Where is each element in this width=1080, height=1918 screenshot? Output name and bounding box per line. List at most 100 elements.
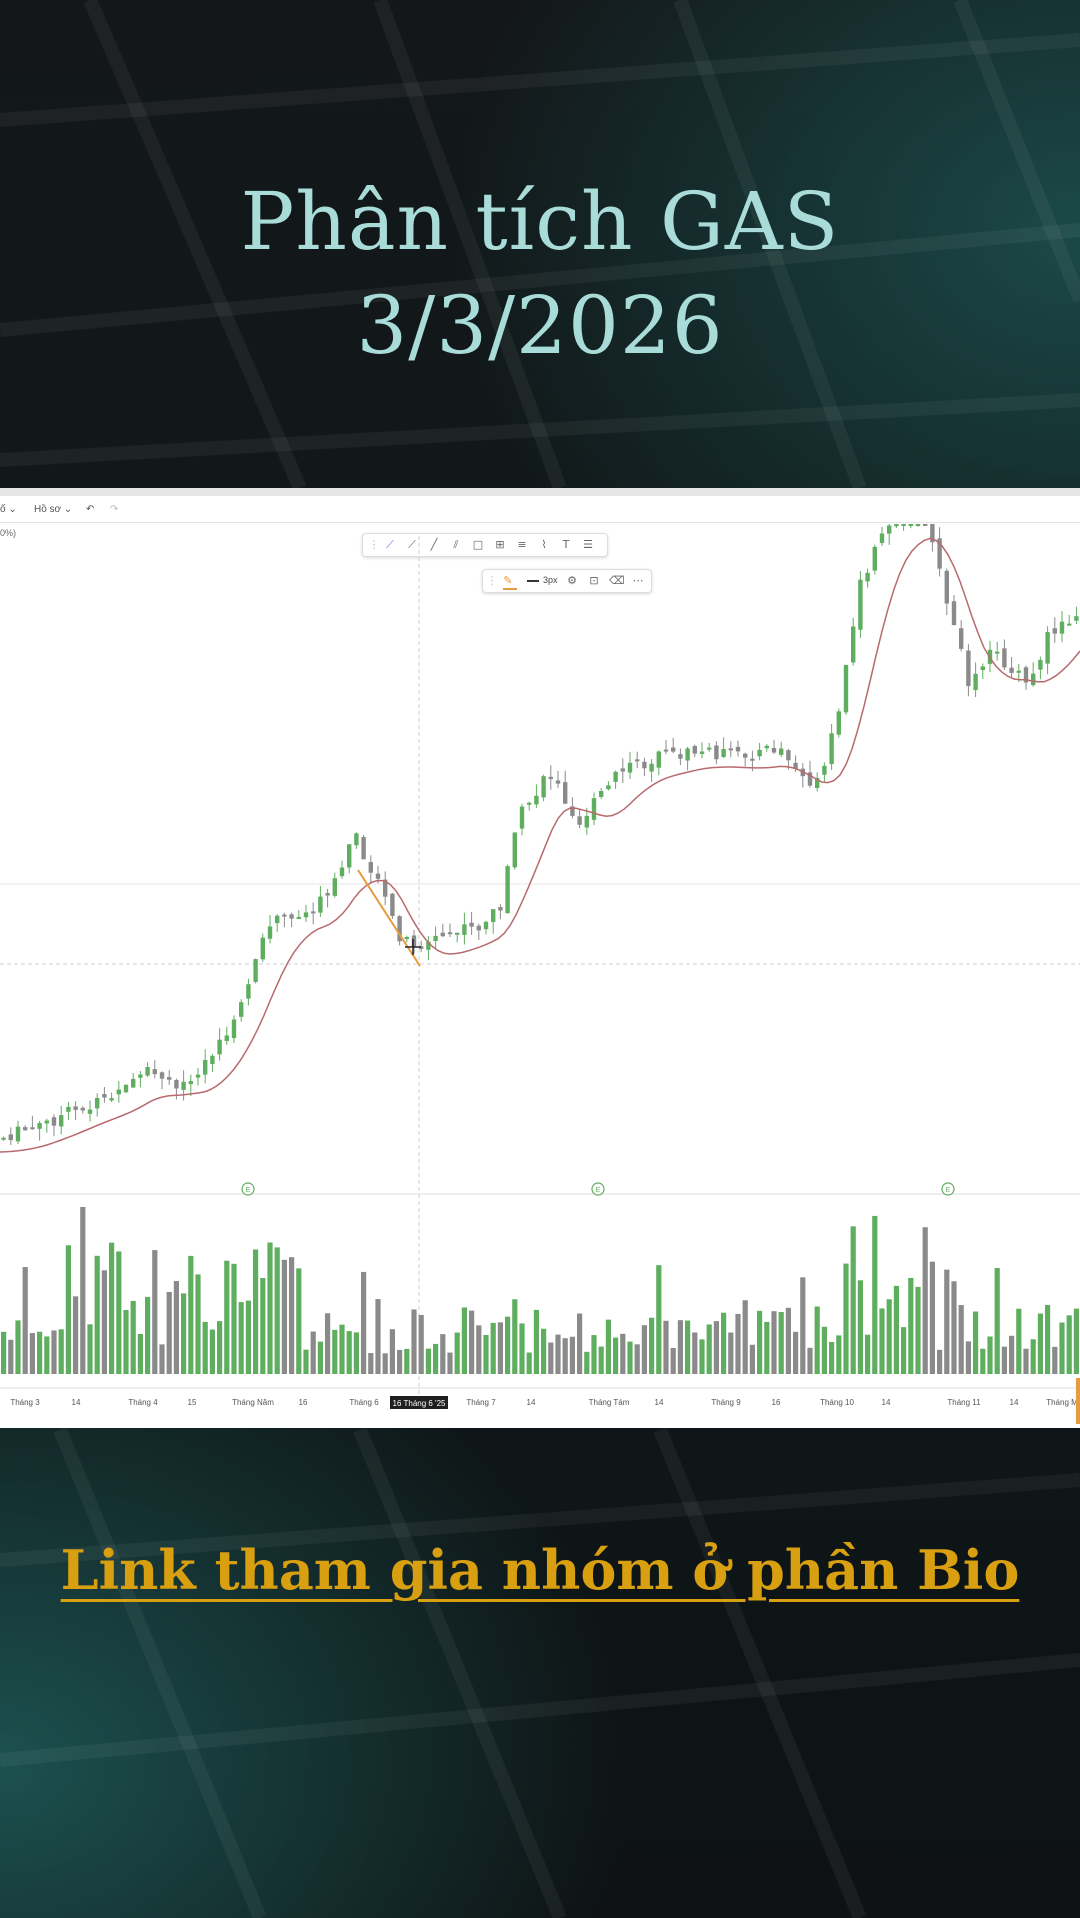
candle-body xyxy=(383,879,388,897)
line-width-icon[interactable] xyxy=(527,580,539,582)
candle-body xyxy=(656,751,661,768)
volume-bar xyxy=(497,1322,503,1374)
profile-dropdown[interactable]: Hồ sơ ⌄ xyxy=(34,504,73,515)
volume-bar xyxy=(1016,1308,1022,1374)
candle-body xyxy=(555,780,561,784)
candle-body xyxy=(325,893,330,896)
candle-body xyxy=(203,1060,208,1075)
candle-body xyxy=(138,1074,143,1078)
time-axis-tick: Tháng 9 xyxy=(711,1398,741,1407)
candle-body xyxy=(44,1120,49,1124)
candle-body xyxy=(692,746,697,754)
redo-icon[interactable]: ↷ xyxy=(110,504,119,515)
measure-tool-icon[interactable]: ☰ xyxy=(583,538,593,551)
candle-body xyxy=(289,914,294,919)
lock-icon[interactable]: ⊡ xyxy=(589,574,599,587)
candle-body xyxy=(548,776,553,780)
volume-bar xyxy=(692,1332,698,1374)
time-axis-tick: 14 xyxy=(527,1398,536,1407)
ray-tool-icon[interactable]: ⟋ xyxy=(408,538,416,551)
drag-handle-icon[interactable]: ⋮ xyxy=(486,574,498,587)
candle-body xyxy=(721,748,726,758)
volume-bar xyxy=(397,1349,403,1374)
trendline-tool-icon[interactable]: ⟋ xyxy=(386,538,394,551)
volume-bar xyxy=(605,1319,611,1374)
text-tool-icon[interactable]: T xyxy=(562,538,570,551)
candle-body xyxy=(116,1089,121,1095)
volume-bar xyxy=(1001,1346,1007,1374)
volume-bar xyxy=(346,1331,352,1374)
candle-body xyxy=(908,524,913,526)
candle-body xyxy=(649,763,654,772)
volume-bar xyxy=(195,1274,201,1374)
candle-body xyxy=(757,749,762,757)
volume-bar xyxy=(145,1296,151,1374)
rectangle-tool-icon[interactable]: □ xyxy=(472,538,484,551)
pencil-color-icon[interactable]: ✎ xyxy=(503,574,513,587)
drawn-trendline xyxy=(357,869,421,967)
candle-body xyxy=(131,1078,136,1088)
time-axis-tick: 14 xyxy=(72,1398,81,1407)
bio-link-cta[interactable]: Link tham gia nhóm ở phần Bio xyxy=(0,1538,1080,1602)
undo-icon[interactable]: ↶ xyxy=(86,504,95,515)
candle-body xyxy=(822,765,827,775)
drag-handle-icon[interactable]: ⋮ xyxy=(368,538,380,551)
time-axis-tick: Tháng 11 xyxy=(947,1398,981,1407)
candle-body xyxy=(440,932,445,937)
settings-gear-icon[interactable]: ⚙ xyxy=(567,574,577,587)
volume-bar xyxy=(713,1321,719,1374)
volume-bar xyxy=(375,1299,381,1374)
more-options-icon[interactable]: ⋯ xyxy=(632,574,644,587)
candle-body xyxy=(735,746,741,752)
candle-body xyxy=(771,748,777,753)
parallel-channel-icon[interactable]: ⫽ xyxy=(453,538,459,551)
candle-body xyxy=(915,524,921,526)
volume-bar xyxy=(87,1324,93,1374)
candle-body xyxy=(66,1106,71,1112)
event-marker-label: E xyxy=(246,1187,251,1194)
candle-body xyxy=(318,896,323,913)
volume-bar xyxy=(836,1335,842,1374)
volume-bar xyxy=(656,1265,662,1374)
volume-bar xyxy=(332,1329,338,1374)
volume-bar xyxy=(649,1317,655,1374)
candle-body xyxy=(671,747,676,752)
volume-bar xyxy=(440,1334,446,1374)
candle-body xyxy=(858,579,863,630)
fib-grid-icon[interactable]: ⊞ xyxy=(495,538,505,551)
volume-bar xyxy=(1,1331,7,1374)
fib-retracement-icon[interactable]: ≡ xyxy=(517,538,527,551)
path-tool-icon[interactable]: ⌇ xyxy=(541,538,547,551)
candle-body xyxy=(577,816,582,825)
volume-bar xyxy=(238,1302,244,1374)
volume-bar xyxy=(130,1300,136,1374)
candle-body xyxy=(865,572,870,582)
volume-bar xyxy=(382,1353,388,1374)
candle-body xyxy=(807,772,813,786)
candle-body xyxy=(966,650,971,687)
candle-body xyxy=(843,664,849,713)
candle-body xyxy=(246,984,251,999)
volume-bar xyxy=(562,1338,568,1374)
volume-bar xyxy=(505,1316,511,1374)
line-width-label: 3px xyxy=(543,575,558,585)
candle-body xyxy=(123,1084,129,1093)
candle-body xyxy=(23,1127,28,1131)
price-chart[interactable]: E E E Tháng 3 14 Tháng 4 15 Tháng Năm 16 Tháng 6 T… xyxy=(0,496,1080,1428)
volume-bar xyxy=(296,1268,302,1374)
volume-bar xyxy=(634,1344,640,1374)
candle-body xyxy=(483,921,489,930)
volume-bar xyxy=(1073,1308,1079,1374)
extended-line-icon[interactable]: ╱ xyxy=(430,538,438,551)
candle-body xyxy=(95,1097,100,1109)
trash-icon[interactable]: ⌫ xyxy=(609,574,625,587)
candle-body xyxy=(591,798,597,820)
candle-body xyxy=(80,1107,85,1111)
left-dropdown-arrow[interactable]: ố ⌄ xyxy=(0,504,17,515)
candle-body xyxy=(224,1035,229,1041)
candle-body xyxy=(433,935,438,942)
line-style-toolbar: ⋮ ✎ 3px ⚙ ⊡ ⌫ ⋯ xyxy=(482,569,652,593)
volume-bar xyxy=(1037,1313,1043,1374)
volume-bar xyxy=(951,1281,957,1374)
candle-body xyxy=(872,546,877,571)
